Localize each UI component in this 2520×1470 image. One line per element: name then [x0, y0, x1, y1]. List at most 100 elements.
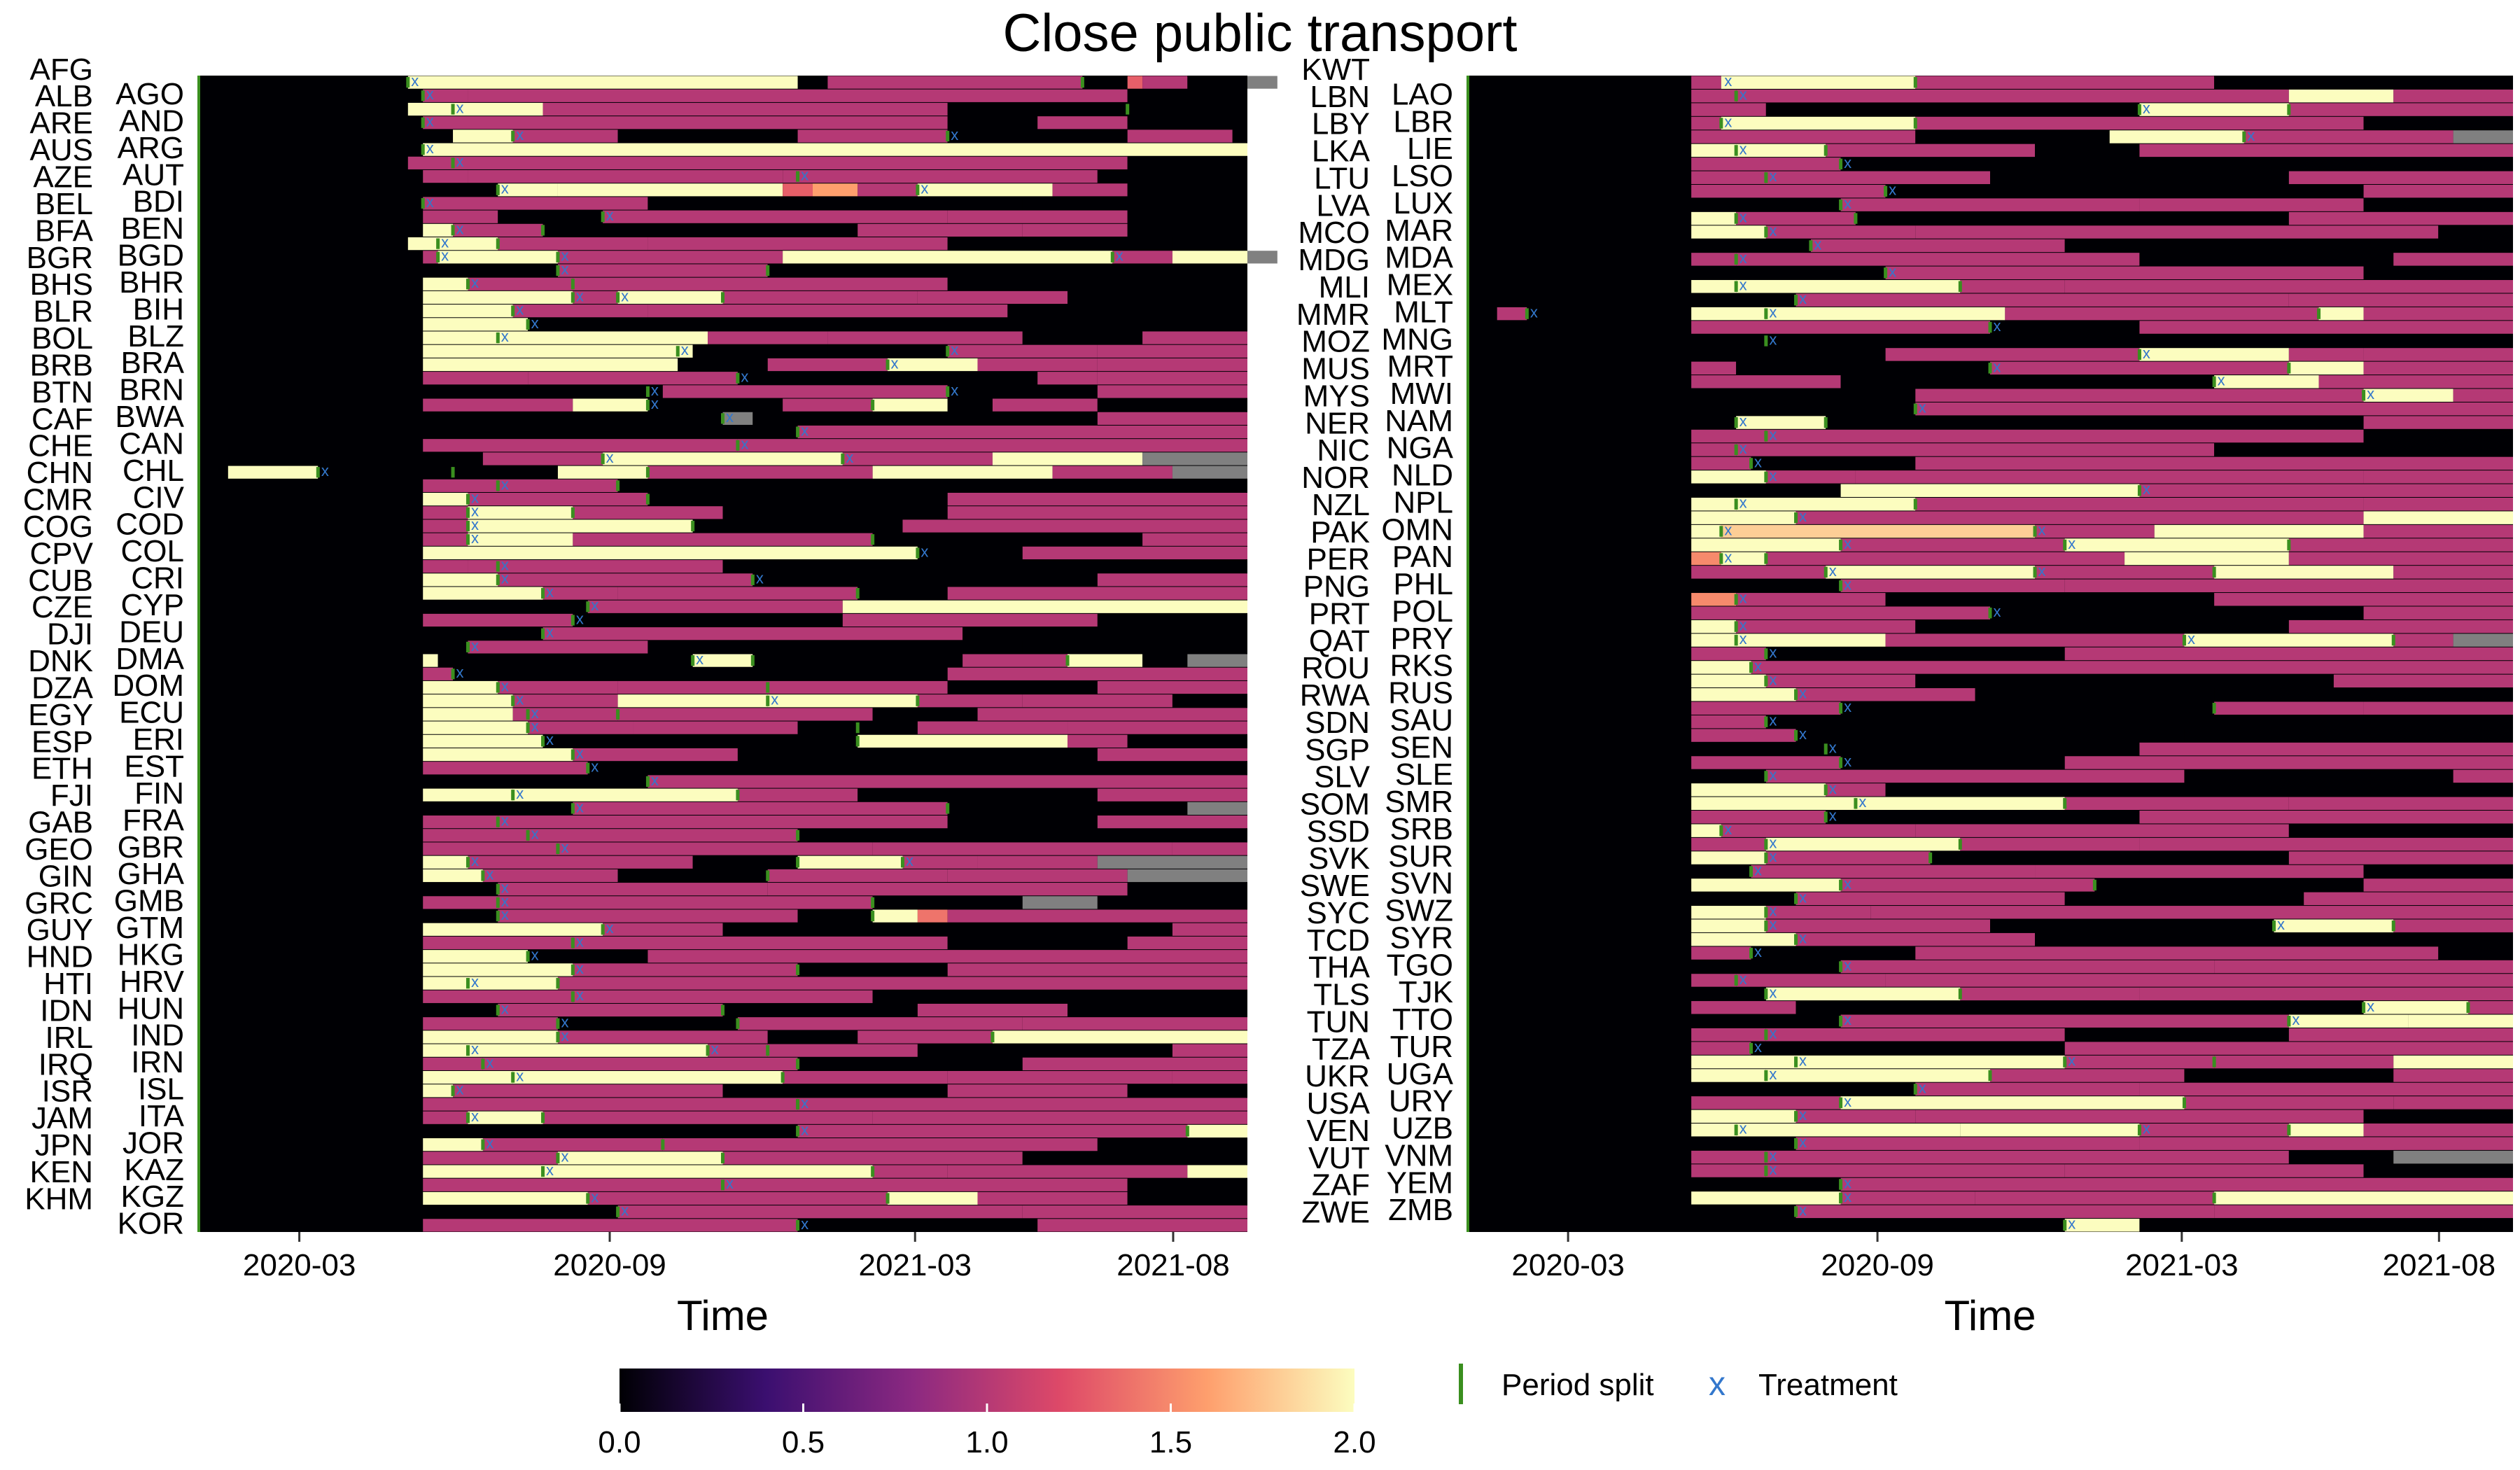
- heat-cell: [737, 1017, 1023, 1030]
- country-tick-label: AND: [119, 104, 184, 138]
- heat-cell: [2139, 742, 2513, 756]
- heat-cell: [1721, 824, 1916, 837]
- heat-cell: [1990, 661, 2513, 674]
- heat-cell: [1052, 183, 1128, 197]
- heat-cell: [1541, 456, 1587, 470]
- treatment-mark: x: [1769, 671, 1777, 688]
- heat-cell: [617, 694, 768, 708]
- heat-cell: [1541, 864, 1587, 878]
- heat-cell: [1840, 1177, 2513, 1191]
- heat-cell: [1691, 443, 1737, 456]
- heat-cell: [1068, 829, 1247, 842]
- heat-cell: [1172, 1044, 1247, 1057]
- heat-cell: [1736, 361, 1990, 375]
- country-tick-label: KEN: [30, 1155, 93, 1189]
- heat-cell: [1691, 1177, 1841, 1191]
- heat-cell: [617, 708, 873, 721]
- heat-cell: [423, 842, 558, 855]
- heat-cell: [2139, 484, 2513, 497]
- heat-cell: [648, 197, 1023, 210]
- heat-cell: [1172, 251, 1247, 264]
- treatment-mark: x: [1754, 657, 1762, 675]
- country-tick-label: IND: [131, 1018, 184, 1053]
- heat-cell: [767, 264, 1247, 277]
- heat-cell: [1691, 987, 1766, 1001]
- country-tick-label: MMR: [1296, 298, 1370, 332]
- heat-cell: [1097, 560, 1247, 573]
- treatment-mark: x: [606, 449, 614, 466]
- heat-cell: [2363, 783, 2513, 797]
- heat-cell: [1795, 892, 2065, 906]
- heat-cell: [648, 492, 948, 506]
- country-tick-label: TLS: [1313, 978, 1370, 1012]
- heat-cell: [2363, 1124, 2513, 1137]
- treatment-mark: x: [1769, 983, 1777, 1001]
- heat-cell: [423, 573, 498, 587]
- heat-cell: [1172, 1070, 1247, 1084]
- heat-cell: [1691, 1069, 1766, 1082]
- heat-cell: [1691, 1028, 1766, 1042]
- heat-cell: [468, 277, 573, 290]
- heat-cell: [797, 762, 1247, 775]
- heat-cell: [423, 734, 543, 748]
- treatment-mark: x: [1919, 1079, 1926, 1096]
- treatment-mark: x: [2218, 372, 2225, 389]
- heat-cell: [2064, 1042, 2513, 1055]
- heat-cell: [273, 721, 318, 734]
- treatment-mark: x: [621, 1202, 629, 1219]
- treatment-mark: x: [426, 193, 434, 211]
- treatment-mark: x: [2038, 562, 2046, 580]
- heat-cell: [1826, 742, 2140, 756]
- heat-cell: [992, 452, 1143, 465]
- heat-cell: [1187, 102, 1247, 116]
- heat-cell: [423, 452, 483, 465]
- heat-cell: [498, 331, 708, 344]
- heat-cell: [423, 748, 573, 762]
- heat-cell: [1691, 280, 1737, 293]
- heat-cell: [1172, 842, 1247, 855]
- heat-cell: [1691, 484, 1841, 497]
- heat-cell: [498, 210, 603, 223]
- colorbar-tick-label: 2.0: [1333, 1425, 1376, 1460]
- treatment-mark: x: [1754, 943, 1762, 960]
- heat-cell: [812, 183, 858, 197]
- country-tick-label: ERI: [133, 722, 184, 757]
- heat-cell: [273, 533, 318, 546]
- heat-cell: [947, 909, 1247, 923]
- treatment-mark: x: [1799, 507, 1807, 525]
- heat-cell: [1691, 416, 1737, 429]
- treatment-mark: x: [651, 771, 659, 789]
- country-tick-label: KGZ: [121, 1180, 184, 1214]
- treatment-mark: x: [1844, 956, 1851, 974]
- heat-cell: [617, 290, 723, 304]
- country-tick-label: ZAF: [1312, 1168, 1370, 1203]
- heat-cell: [423, 1111, 468, 1124]
- heat-cell: [783, 169, 1098, 183]
- heat-cell: [587, 1191, 888, 1205]
- heat-cell: [1691, 388, 1916, 402]
- treatment-mark: x: [1994, 603, 2001, 620]
- heat-cell: [1960, 987, 2140, 1001]
- country-tick-label: CHE: [28, 429, 93, 463]
- treatment-mark: x: [591, 758, 598, 776]
- heat-cell: [2393, 253, 2513, 266]
- heat-cell: [722, 1070, 783, 1084]
- heat-cell: [1541, 1205, 1587, 1219]
- heat-cell: [917, 721, 1068, 734]
- country-tick-label: BRA: [121, 346, 185, 380]
- heat-cell: [1736, 1124, 1961, 1137]
- heat-cell: [498, 909, 798, 923]
- treatment-mark: x: [920, 542, 928, 560]
- heat-cell: [273, 734, 318, 748]
- heat-cell: [2288, 1014, 2409, 1028]
- treatment-mark: x: [516, 691, 524, 708]
- heat-cell: [2064, 647, 2513, 661]
- treatment-mark: x: [1844, 1093, 1851, 1110]
- treatment-mark: x: [801, 1094, 808, 1112]
- heat-cell: [423, 1084, 454, 1098]
- heat-cell: [2408, 1014, 2513, 1028]
- heat-cell: [273, 385, 318, 398]
- heat-cell: [1541, 158, 1587, 171]
- country-tick-label: CIV: [133, 480, 185, 514]
- heat-cell: [423, 627, 543, 640]
